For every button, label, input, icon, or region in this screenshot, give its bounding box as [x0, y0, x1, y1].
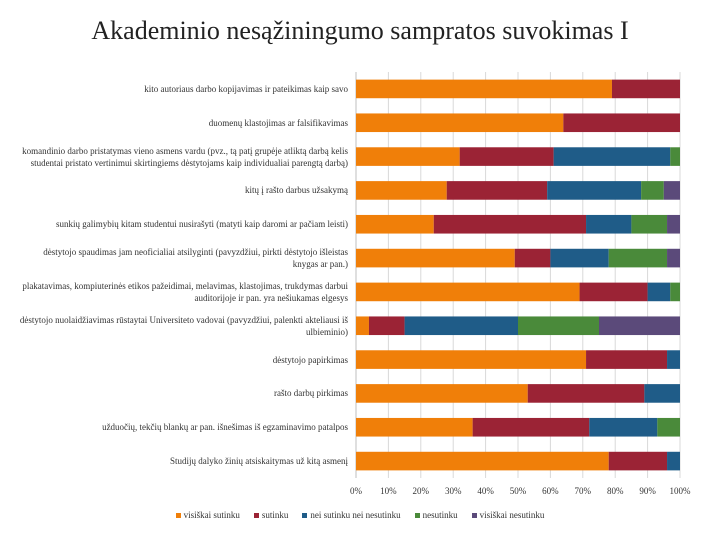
bar-segment-5: [667, 248, 680, 268]
bar-segment-2: [608, 451, 668, 471]
bar-segment-3: [647, 282, 671, 302]
bar-segment-2: [446, 181, 548, 200]
category-label: kito autoriaus darbo kopijavimas ir pate…: [144, 83, 348, 94]
x-tick-label: 70%: [575, 486, 592, 496]
bar-segment-2: [611, 79, 680, 99]
legend-label: visiškai sutinku: [183, 510, 240, 520]
bar-segment-1: [356, 316, 369, 336]
legend-item: visiškai sutinku: [175, 510, 240, 520]
x-tick-label: 30%: [445, 486, 462, 496]
bar-segment-5: [667, 214, 680, 234]
x-tick-label: 90%: [639, 486, 656, 496]
bar-segment-1: [356, 282, 580, 302]
category-label: Studijų dalyko žinių atsiskaitymas už ki…: [170, 456, 348, 467]
category-label: dėstytojo papirkimas: [272, 354, 348, 365]
bar-segment-1: [356, 384, 528, 403]
legend-label: nei sutinku nei nesutinku: [310, 510, 401, 520]
bar-segment-2: [586, 350, 668, 369]
bar-segment-1: [356, 113, 564, 133]
bar-segment-1: [356, 451, 609, 471]
bar-segment-5: [599, 316, 680, 336]
legend-item: nesutinku: [414, 510, 458, 520]
bar-segment-3: [553, 147, 671, 166]
x-tick-label: 0%: [350, 486, 363, 496]
legend: visiškai sutinku sutinku nei sutinku nei n…: [0, 510, 720, 520]
legend-item: visiškai nesutinku: [471, 510, 545, 520]
bar-segment-3: [550, 248, 609, 268]
bar-segment-4: [670, 282, 680, 302]
bar-segment-1: [356, 214, 434, 234]
bar-segment-2: [527, 384, 645, 403]
bar-segment-1: [356, 181, 447, 200]
bar-segment-4: [631, 214, 668, 234]
bar-segment-4: [518, 316, 599, 336]
legend-item: nei sutinku nei nesutinku: [302, 510, 401, 520]
bar-segment-2: [563, 113, 680, 133]
bar-segment-3: [667, 451, 680, 471]
bar-segment-2: [472, 417, 590, 437]
bar-segment-1: [356, 248, 515, 268]
bar-segment-2: [368, 316, 405, 336]
bar-segment-4: [608, 248, 668, 268]
category-label: dėstytojo spaudimas jam neoficialiai ats…: [43, 247, 348, 270]
bar-segment-4: [657, 417, 680, 437]
bar-segment-2: [459, 147, 554, 166]
legend-swatch: [471, 512, 477, 518]
bar-segment-2: [579, 282, 648, 302]
legend-swatch: [302, 512, 308, 518]
category-label: sunkių galimybių kitam studentui nusiraš…: [56, 219, 348, 230]
category-label: komandinio darbo pristatymas vieno asmen…: [22, 145, 348, 168]
bar-segment-1: [356, 350, 587, 369]
x-tick-label: 40%: [477, 486, 494, 496]
bar-segment-4: [670, 147, 680, 166]
x-tick-label: 80%: [607, 486, 624, 496]
legend-swatch: [253, 512, 259, 518]
bar-segment-3: [586, 214, 632, 234]
legend-label: sutinku: [261, 510, 289, 520]
bar-segment-3: [589, 417, 658, 437]
bar-segment-4: [641, 181, 664, 200]
x-tick-label: 10%: [380, 486, 397, 496]
bar-segment-3: [404, 316, 518, 336]
legend-label: visiškai nesutinku: [479, 510, 545, 520]
category-label: duomenų klastojimas ar falsifikavimas: [208, 117, 348, 128]
category-label: dėstytojo nuolaidžiavimas rūstaytai Univ…: [19, 314, 348, 337]
x-tick-label: 60%: [542, 486, 559, 496]
bar-segment-5: [663, 181, 680, 200]
category-label: užduočių, tekčių blankų ar pan. išnešima…: [102, 422, 348, 433]
bar-segment-1: [356, 79, 612, 99]
bar-segment-3: [547, 181, 642, 200]
x-tick-label: 50%: [510, 486, 527, 496]
x-tick-label: 20%: [413, 486, 430, 496]
bar-segment-3: [667, 350, 680, 369]
legend-swatch: [175, 512, 181, 518]
chart-title: Akademinio nesąžiningumo sampratos suvok…: [91, 16, 629, 45]
legend-swatch: [414, 512, 420, 518]
bar-segment-1: [356, 147, 460, 166]
bar-segment-3: [644, 384, 680, 403]
legend-item: sutinku: [253, 510, 289, 520]
bar-segment-2: [514, 248, 551, 268]
bar-segment-1: [356, 417, 473, 437]
legend-label: nesutinku: [422, 510, 458, 520]
category-label: rašto darbų pirkimas: [274, 388, 348, 399]
x-tick-label: 100%: [670, 486, 692, 496]
category-label: plakatavimas, kompiuterinės etikos pažei…: [22, 280, 348, 303]
category-label: kitų į rašto darbus užsakymą: [245, 185, 348, 196]
bar-segment-2: [433, 214, 587, 234]
